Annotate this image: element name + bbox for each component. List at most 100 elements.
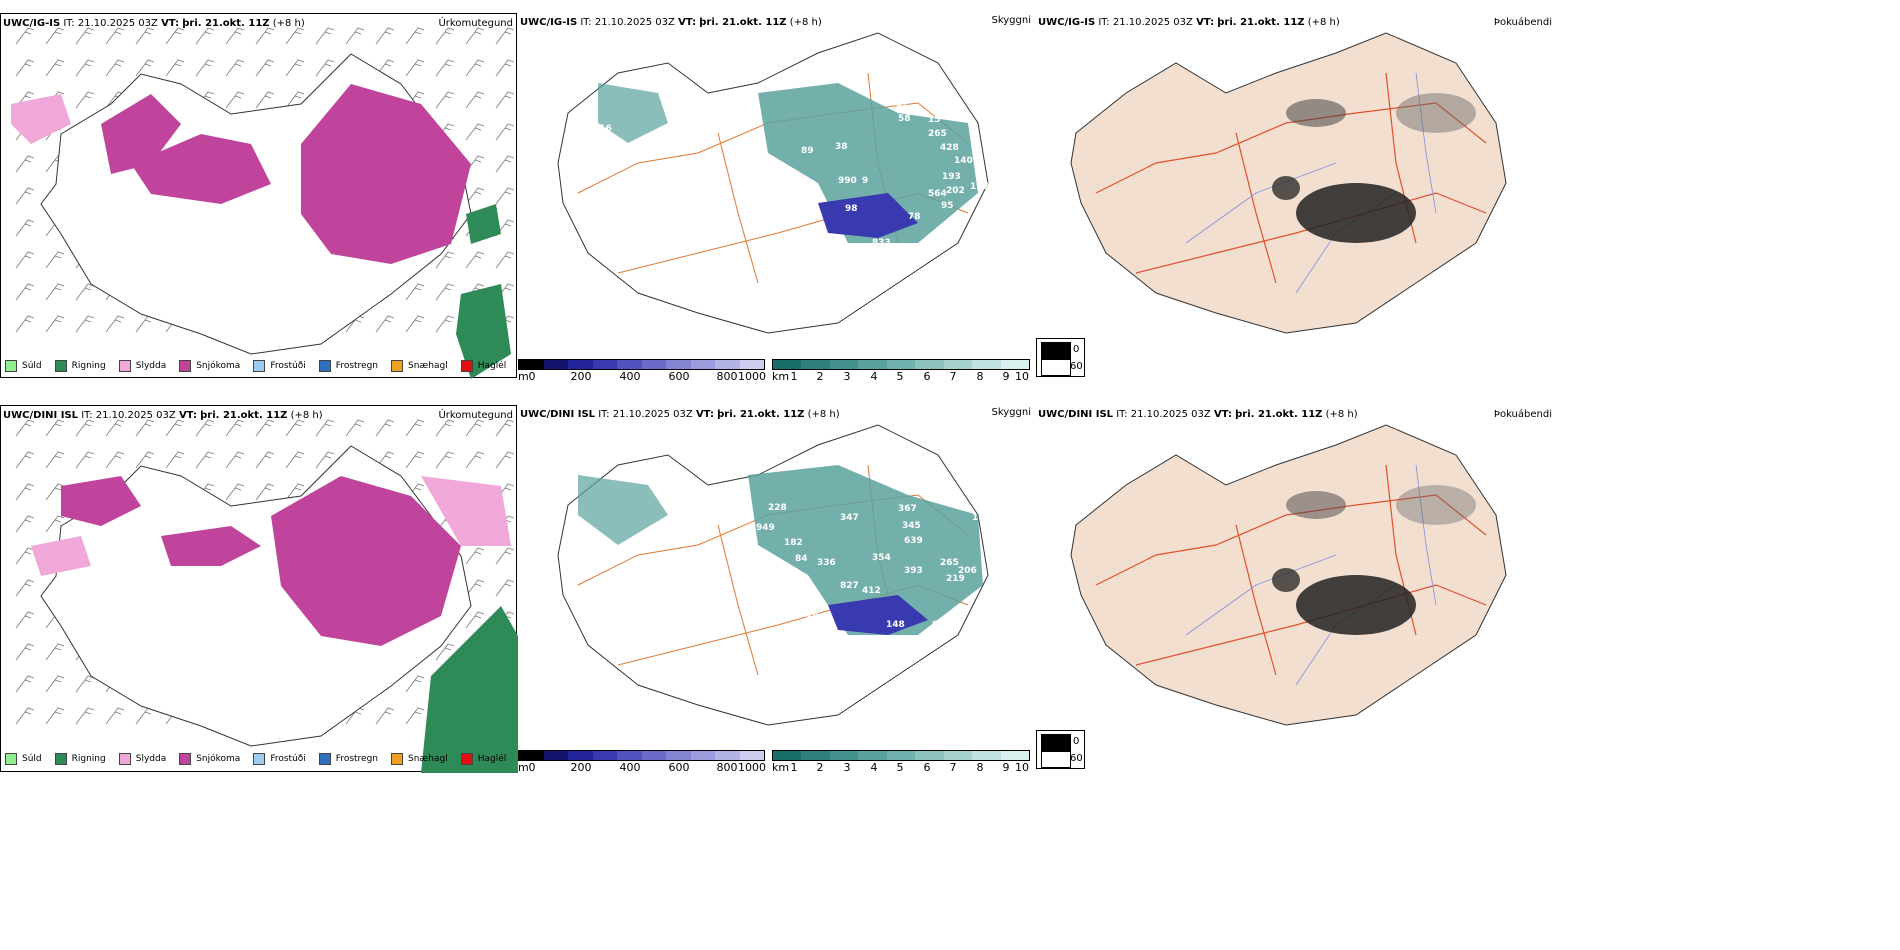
wind-barb-icon (15, 27, 35, 45)
rain-region (466, 204, 501, 244)
wind-barb-icon (285, 419, 305, 437)
wind-barb-icon (75, 451, 95, 469)
elevation-label: 393 (904, 566, 923, 576)
wind-barb-icon (465, 27, 485, 45)
visibility-color-step (1000, 360, 1029, 369)
wind-barb-icon (15, 611, 35, 629)
elevation-label: 165 (972, 513, 991, 523)
wind-barb-icon (255, 91, 275, 109)
wind-barb-icon (315, 59, 335, 77)
elevation-label: 9 (862, 176, 868, 186)
height-color-step (617, 751, 642, 760)
fog-panel: UWC/IG-IS IT: 21.10.2025 03Z VT: þri. 21… (1036, 13, 1554, 378)
wind-barb-icon (465, 251, 485, 269)
legend-swatch (253, 753, 266, 765)
wind-barb-icon (45, 643, 65, 661)
visibility-color-step (943, 360, 973, 369)
legend-swatch (118, 360, 131, 372)
height-scale: m 0 200 400 600 800 1000 (518, 359, 768, 384)
height-color-step (690, 360, 715, 369)
visibility-tick: 6 (923, 761, 931, 774)
wind-barb-icon (375, 419, 395, 437)
legend-label: Snjókoma (196, 754, 241, 764)
legend-label: Súld (22, 361, 42, 371)
elevation-label: 345 (902, 521, 921, 531)
precip-legend-item: Slydda (118, 360, 166, 372)
wind-barb-icon (105, 315, 125, 333)
height-colorbar (518, 359, 765, 370)
visibility-tick: 2 (816, 370, 824, 383)
height-color-step (739, 360, 764, 369)
fog-swatch (1041, 734, 1071, 751)
wind-barb-icon (45, 315, 65, 333)
visibility-tick: 9 (1002, 761, 1010, 774)
elevation-label: 219 (946, 574, 965, 584)
height-color-step (568, 751, 593, 760)
precip-legend-item: Frostregn (318, 753, 378, 765)
wind-barb-icon (15, 283, 35, 301)
wind-barb-icon (435, 27, 455, 45)
fog-region (1296, 183, 1416, 243)
wind-barb-icon (105, 59, 125, 77)
visibility-tick: 2 (816, 761, 824, 774)
elevation-label: 21 (782, 190, 795, 200)
precip-legend-item: Snjókoma (179, 360, 240, 372)
visibility-region (598, 83, 668, 143)
legend-swatch (179, 360, 192, 372)
legend-swatch (54, 753, 67, 765)
wind-barb-icon (465, 451, 485, 469)
elevation-label: 827 (840, 581, 859, 591)
wind-barb-icon (375, 59, 395, 77)
visibility-tick: 3 (843, 761, 851, 774)
legend-label: Haglél (477, 754, 507, 764)
elevation-label: 197 (970, 182, 989, 192)
elevation-label: 98 (845, 204, 858, 214)
visibility-color-step (886, 360, 916, 369)
height-color-step (568, 360, 593, 369)
height-tick: 800 (716, 761, 738, 774)
wind-barb-icon (45, 515, 65, 533)
wind-barb-icon (75, 315, 95, 333)
elevation-label: 416 (593, 124, 612, 134)
fog-label: 60 (1070, 753, 1083, 764)
precip-legend-item: Frostúði (253, 753, 306, 765)
wind-barb-icon (285, 483, 305, 501)
height-tick: 1000 (738, 370, 766, 383)
panel-header: UWC/IG-IS IT: 21.10.2025 03Z VT: þri. 21… (3, 18, 305, 29)
elevation-label: 347 (840, 513, 859, 523)
wind-barb-icon (345, 419, 365, 437)
fog-map (1070, 424, 1507, 726)
legend-label: Frostregn (335, 361, 379, 371)
visibility-scale: km 1 2 3 4 5 6 7 8 9 10 (772, 359, 1030, 384)
height-region (828, 595, 928, 635)
wind-barb-icon (435, 91, 455, 109)
height-color-step (690, 751, 715, 760)
height-tick: 1000 (738, 761, 766, 774)
wind-barb-icon (45, 707, 65, 725)
wind-barb-icon (15, 483, 35, 501)
wind-barb-icon (45, 419, 65, 437)
legend-label: Rigning (71, 754, 106, 764)
precip-legend-item: Súld (5, 753, 42, 765)
wind-barb-icon (465, 91, 485, 109)
legend-label: Snæhagl (408, 361, 448, 371)
height-tick: 600 (668, 761, 690, 774)
precip-legend-item: Snjókoma (179, 753, 240, 765)
elevation-label: 95 (932, 620, 945, 630)
wind-barb-icon (15, 451, 35, 469)
wind-barb-icon (345, 27, 365, 45)
wind-barb-icon (165, 451, 185, 469)
panel-title: Skyggni (991, 15, 1031, 26)
wind-barb-icon (15, 251, 35, 269)
fog-label: 0 (1073, 344, 1080, 355)
visibility-tick: 8 (976, 761, 984, 774)
panel-title: Úrkomutegund (438, 18, 513, 29)
visibility-color-step (943, 751, 973, 760)
legend-label: Frostúði (270, 754, 306, 764)
visibility-region (758, 83, 978, 243)
elevation-label: 182 (784, 538, 803, 548)
wind-barb-icon (465, 187, 485, 205)
height-tick: 400 (619, 370, 641, 383)
fog-region (1272, 176, 1300, 200)
